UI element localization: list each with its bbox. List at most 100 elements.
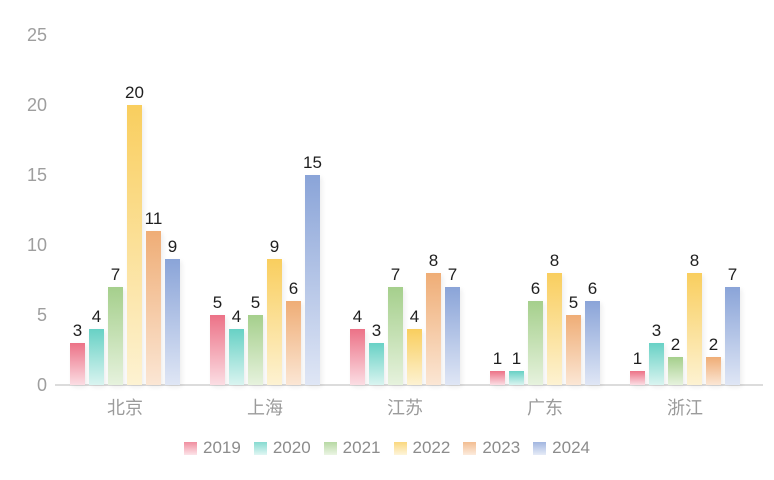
bar-cell: 7: [388, 265, 403, 385]
bar-cell: 6: [585, 279, 600, 385]
x-tick-label: 江苏: [387, 398, 423, 418]
bar-cell: 3: [649, 321, 664, 385]
bar-cell: 6: [528, 279, 543, 385]
legend-swatch: [323, 441, 337, 455]
bar-2022-北京: [127, 105, 142, 385]
bar-value-label: 5: [212, 293, 223, 312]
bar-value-label: 1: [492, 349, 503, 368]
bar-group: 5 4 5 9 6 15: [195, 0, 335, 385]
bar-value-label: 3: [371, 321, 382, 340]
bar-value-label: 8: [428, 251, 439, 270]
legend-item: 2024: [533, 438, 590, 458]
bar-2019-北京: [70, 343, 85, 385]
bar-value-label: 7: [447, 265, 458, 284]
bar-cell: 1: [630, 349, 645, 385]
x-tick-label: 北京: [107, 398, 143, 418]
bar-value-label: 2: [708, 335, 719, 354]
bar-value-label: 2: [670, 335, 681, 354]
bar-value-label: 4: [91, 307, 102, 326]
bar-cell: 11: [144, 209, 163, 385]
bar-cell: 4: [89, 307, 104, 385]
bar-2019-江苏: [350, 329, 365, 385]
bar-2021-浙江: [668, 357, 683, 385]
bar-cell: 1: [490, 349, 505, 385]
x-tick-label: 浙江: [667, 398, 703, 418]
bar-cell: 7: [108, 265, 123, 385]
y-tick-label: 0: [36, 375, 47, 395]
bar-2023-江苏: [426, 273, 441, 385]
x-axis-line: [55, 384, 763, 386]
y-axis: 0 5 10 15 20 25: [0, 0, 47, 480]
legend-swatch: [533, 441, 547, 455]
legend-item: 2021: [323, 438, 381, 458]
bar-value-label: 3: [72, 321, 83, 340]
bar-value-label: 4: [231, 307, 242, 326]
bar-cell: 4: [229, 307, 244, 385]
bar-cell: 8: [687, 251, 702, 385]
bar-cell: 15: [303, 153, 322, 385]
y-tick-label: 5: [36, 305, 47, 325]
legend-item: 2020: [253, 438, 311, 458]
legend-swatch: [253, 441, 267, 455]
bar-2021-广东: [528, 301, 543, 385]
legend-item: 2022: [393, 438, 451, 458]
bar-2024-江苏: [445, 287, 460, 385]
bar-cell: 3: [70, 321, 85, 385]
bar-cell: 7: [725, 265, 740, 385]
bar-2023-广东: [566, 315, 581, 385]
bar-cell: 9: [165, 237, 180, 385]
legend-swatch: [184, 441, 198, 455]
bar-cell: 20: [125, 83, 144, 385]
bar-value-label: 7: [727, 265, 738, 284]
bar-value-label: 1: [511, 349, 522, 368]
legend-label: 2022: [412, 438, 451, 457]
bar-2024-广东: [585, 301, 600, 385]
y-tick-label: 20: [26, 95, 47, 115]
bar-value-label: 6: [288, 279, 299, 298]
bar-cell: 8: [426, 251, 441, 385]
bar-value-label: 4: [352, 307, 363, 326]
x-tick-label: 上海: [247, 398, 283, 418]
y-tick-label: 15: [26, 165, 47, 185]
bar-2019-上海: [210, 315, 225, 385]
legend-label: 2024: [552, 438, 590, 457]
bar-value-label: 8: [549, 251, 560, 270]
bar-value-label: 11: [144, 209, 163, 228]
bar-cell: 5: [566, 293, 581, 385]
legend: 2019 2020 2021 2022 2023 2024: [0, 438, 774, 458]
bar-cell: 3: [369, 321, 384, 385]
bar-2024-上海: [305, 175, 320, 385]
bar-2019-广东: [490, 371, 505, 385]
bar-2022-浙江: [687, 273, 702, 385]
bar-2022-上海: [267, 259, 282, 385]
bar-cell: 5: [248, 293, 263, 385]
y-tick-label: 25: [26, 25, 47, 45]
bar-value-label: 9: [269, 237, 280, 256]
legend-label: 2019: [203, 438, 241, 457]
bar-cell: 4: [407, 307, 422, 385]
bar-value-label: 7: [390, 265, 401, 284]
bar-value-label: 8: [689, 251, 700, 270]
bar-2020-广东: [509, 371, 524, 385]
bar-cell: 7: [445, 265, 460, 385]
bar-2024-北京: [165, 259, 180, 385]
bar-value-label: 1: [632, 349, 643, 368]
bar-2022-广东: [547, 273, 562, 385]
bar-value-label: 9: [167, 237, 178, 256]
bar-cell: 2: [706, 335, 721, 385]
y-tick-label: 10: [26, 235, 47, 255]
legend-label: 2023: [482, 438, 521, 457]
bar-value-label: 5: [568, 293, 579, 312]
bar-value-label: 3: [651, 321, 662, 340]
legend-swatch: [463, 441, 477, 455]
bar-2023-北京: [146, 231, 161, 385]
legend-item: 2023: [463, 438, 520, 458]
bar-cell: 9: [267, 237, 282, 385]
bar-value-label: 20: [125, 83, 144, 102]
bar-2020-北京: [89, 329, 104, 385]
bar-cell: 8: [547, 251, 562, 385]
bar-cell: 6: [286, 279, 301, 385]
